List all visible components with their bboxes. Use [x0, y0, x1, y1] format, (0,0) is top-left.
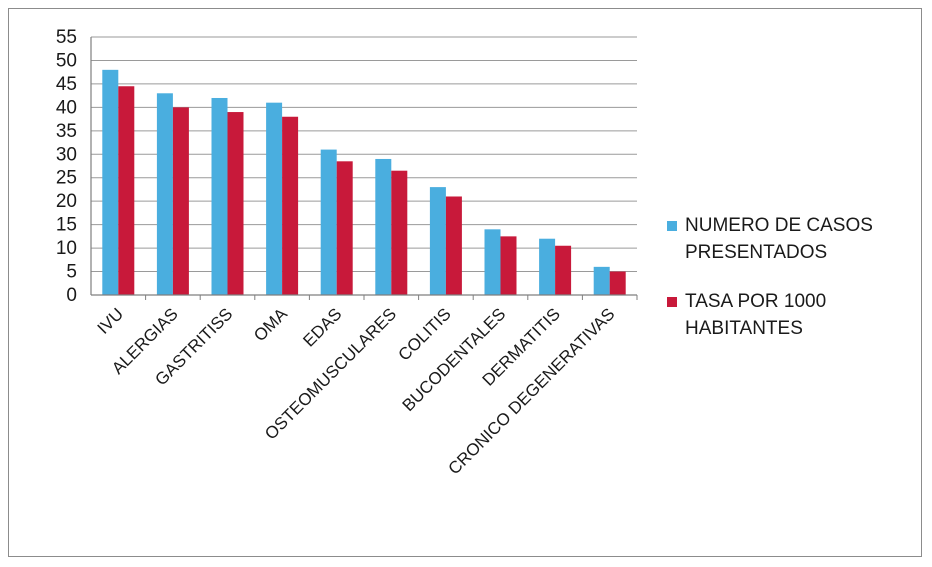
category-label: BUCODENTALES	[399, 304, 510, 415]
y-tick-label: 40	[56, 97, 77, 118]
legend: NUMERO DE CASOS PRESENTADOS TASA POR 1000 H…	[667, 215, 873, 339]
bar-tasa-7	[445, 196, 462, 295]
bar-casos-3	[211, 97, 228, 296]
axes	[90, 37, 638, 300]
y-tick-label: 30	[56, 144, 77, 165]
legend-item-2: TASA POR 1000 HABITANTES	[667, 291, 826, 339]
legend-swatch	[667, 221, 677, 231]
bar-casos-8	[484, 229, 501, 295]
bar-casos-9	[539, 238, 556, 295]
y-tick-label: 55	[56, 27, 77, 48]
bar-casos-1	[102, 69, 119, 295]
bar-tasa-2	[172, 107, 189, 295]
y-tick-label: 20	[56, 191, 77, 212]
bar-tasa-6	[391, 170, 408, 295]
bar-tasa-9	[555, 245, 572, 295]
legend-item-1: NUMERO DE CASOS PRESENTADOS	[667, 215, 873, 263]
bar-casos-6	[375, 158, 392, 295]
y-tick-label: 25	[56, 168, 77, 189]
y-tick-label: 50	[56, 50, 77, 71]
bar-casos-2	[156, 93, 173, 295]
bar-tasa-1	[118, 86, 135, 295]
y-tick-label: 45	[56, 74, 77, 95]
y-tick-label: 5	[66, 262, 77, 283]
bar-tasa-10	[609, 271, 626, 295]
bar-tasa-8	[500, 236, 517, 295]
y-tick-label: 35	[56, 121, 77, 142]
y-tick-label: 15	[56, 215, 77, 236]
bar-tasa-3	[227, 112, 244, 296]
bars	[102, 69, 626, 296]
y-tick-label: 0	[66, 285, 77, 306]
legend-label: NUMERO DE CASOS PRESENTADOS	[685, 215, 873, 263]
bar-casos-7	[429, 187, 446, 295]
bar-casos-5	[320, 149, 337, 295]
bar-tasa-4	[282, 116, 299, 295]
bar-tasa-5	[336, 161, 353, 295]
category-label: OMA	[250, 304, 291, 345]
legend-label: TASA POR 1000 HABITANTES	[685, 291, 826, 339]
bar-casos-4	[266, 102, 283, 295]
category-label: IVU	[94, 304, 127, 337]
legend-swatch	[667, 297, 677, 307]
chart-frame: 0 5 10 15 20 25 30 35 40 45 50 55 IVU ALERGIAS GASTRI…	[8, 8, 922, 557]
category-label: EDAS	[299, 304, 345, 350]
bar-casos-10	[593, 266, 610, 295]
y-tick-label: 10	[56, 238, 77, 259]
